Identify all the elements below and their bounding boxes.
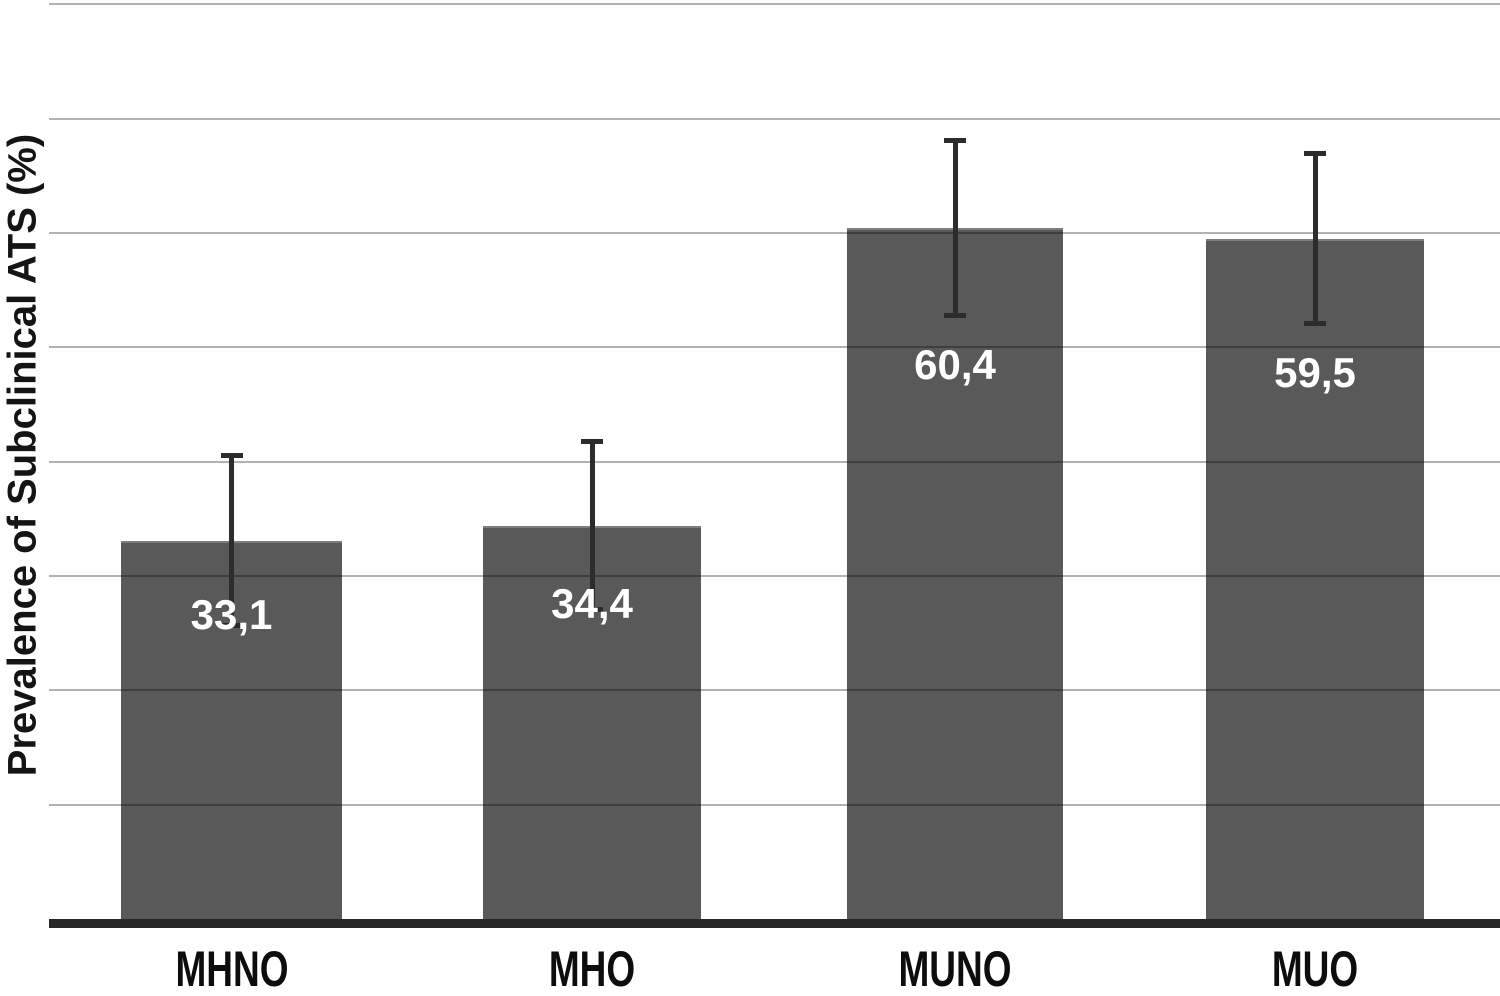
x-tick-label-MUNO: MUNO	[898, 941, 1012, 996]
error-bar-cap-bottom-MUO	[1304, 321, 1326, 327]
value-label-MHO: 34,4	[551, 579, 633, 627]
x-tick-label-MUO: MUO	[1271, 941, 1359, 996]
gridline-30-percent	[49, 574, 1500, 577]
y-axis-title: Prevalence of Subclinical ATS (%)	[0, 133, 45, 777]
value-label-MHNO: 33,1	[190, 591, 273, 639]
error-bar-cap-bottom-MHNO	[220, 623, 243, 629]
x-axis-line	[49, 919, 1500, 928]
x-tick-label-MHNO: MHNO	[174, 941, 289, 996]
gridline-60-percent	[49, 231, 1500, 234]
gridline-20-percent	[49, 689, 1500, 692]
error-bar-line-MHO	[589, 441, 595, 611]
error-bar-cap-top-MHNO	[220, 452, 243, 458]
bar-MUNO	[847, 228, 1063, 919]
gridline-10-percent	[49, 803, 1500, 806]
error-bar-line-MUO	[1312, 152, 1318, 325]
error-bar-cap-bottom-MUNO	[944, 313, 966, 319]
gridline-70-percent	[49, 117, 1500, 120]
error-bar-cap-top-MUNO	[944, 138, 966, 144]
bar-MUO	[1206, 238, 1424, 919]
error-bar-cap-top-MHO	[581, 439, 603, 445]
error-bar-line-MHNO	[229, 454, 234, 627]
gridline-80-percent	[49, 3, 1500, 6]
gridline-40-percent	[49, 460, 1500, 463]
gridline-50-percent	[49, 346, 1500, 349]
error-bar-line-MUNO	[952, 140, 958, 317]
x-tick-label-MHO: MHO	[548, 941, 636, 996]
error-bar-cap-top-MUO	[1304, 150, 1326, 156]
error-bar-cap-bottom-MHO	[581, 607, 603, 613]
value-label-MUNO: 60,4	[914, 341, 996, 389]
value-label-MUO: 59,5	[1274, 349, 1356, 397]
